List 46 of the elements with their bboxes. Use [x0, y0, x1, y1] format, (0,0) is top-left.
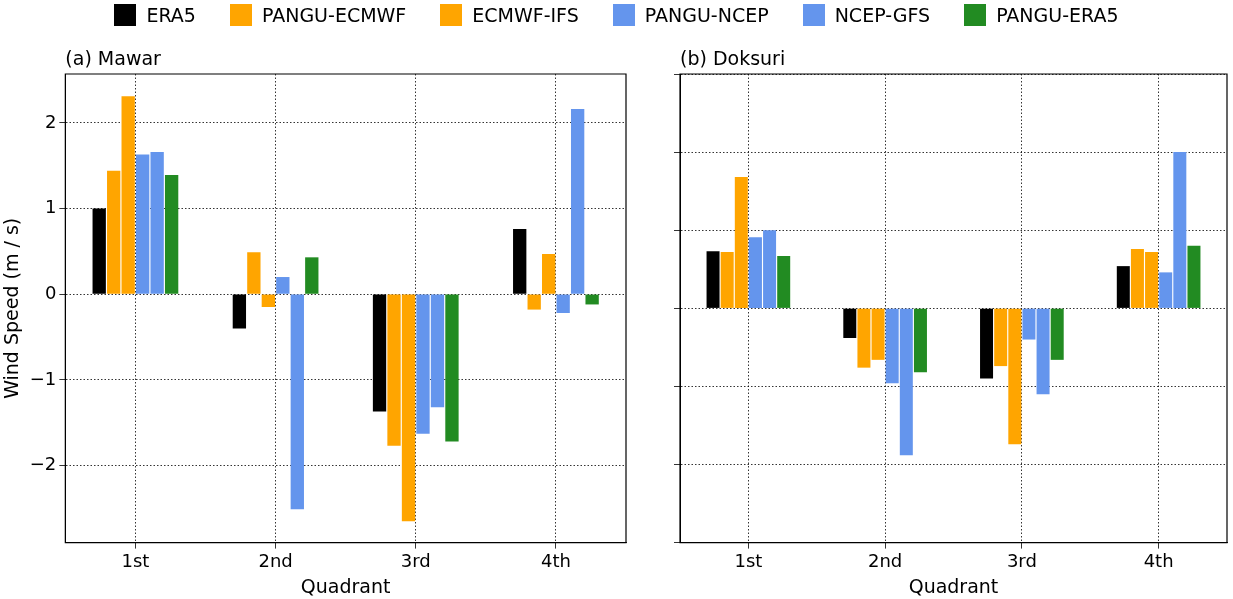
bar: [542, 253, 556, 294]
bar: [913, 308, 927, 373]
bar: [871, 308, 885, 360]
x-tick-label: 4th: [1143, 550, 1174, 572]
bar: [527, 294, 541, 310]
bar: [305, 257, 319, 294]
bar: [857, 308, 871, 368]
chart-title: (b) Doksuri: [680, 47, 786, 70]
x-axis-title: Quadrant: [908, 574, 999, 597]
y-tick-label: 2: [44, 110, 57, 132]
legend-label: NCEP-GFS: [834, 4, 931, 26]
y-tick-label: 0: [44, 281, 57, 303]
y-tick-label: 1: [44, 196, 57, 218]
x-tick-label: 2nd: [867, 550, 903, 572]
x-axis-title: Quadrant: [300, 574, 391, 597]
legend-label: ECMWF-IFS: [472, 4, 579, 26]
x-tick-label: 3rd: [400, 550, 431, 572]
bar: [556, 294, 570, 314]
bar: [1036, 308, 1050, 395]
legend-label: ERA5: [146, 4, 196, 26]
bar: [570, 109, 585, 294]
y-tick-label: −2: [29, 453, 57, 475]
bar: [1022, 308, 1036, 340]
bar: [164, 175, 179, 294]
legend-label: PANGU-ECMWF: [261, 4, 407, 26]
bar: [261, 294, 276, 308]
y-tick-label: −1: [29, 367, 57, 389]
bar: [290, 294, 304, 510]
x-tick-label: 1st: [734, 550, 763, 572]
x-tick-label: 3rd: [1006, 550, 1037, 572]
bar: [777, 255, 791, 308]
x-tick-label: 1st: [121, 550, 150, 572]
bar: [585, 294, 599, 305]
legend-label: PANGU-ERA5: [996, 4, 1119, 26]
x-tick-label: 2nd: [258, 550, 293, 572]
bar: [1050, 308, 1064, 360]
bar: [276, 277, 290, 294]
legend-label: PANGU-NCEP: [644, 4, 769, 26]
bar: [247, 252, 261, 294]
x-tick-label: 4th: [540, 550, 571, 572]
chart-title: (a) Mawar: [65, 47, 162, 70]
bar: [1187, 245, 1201, 308]
bar: [121, 96, 135, 294]
bar: [445, 294, 459, 442]
y-axis-title: Wind Speed (m / s): [0, 217, 23, 399]
bar: [107, 170, 121, 294]
